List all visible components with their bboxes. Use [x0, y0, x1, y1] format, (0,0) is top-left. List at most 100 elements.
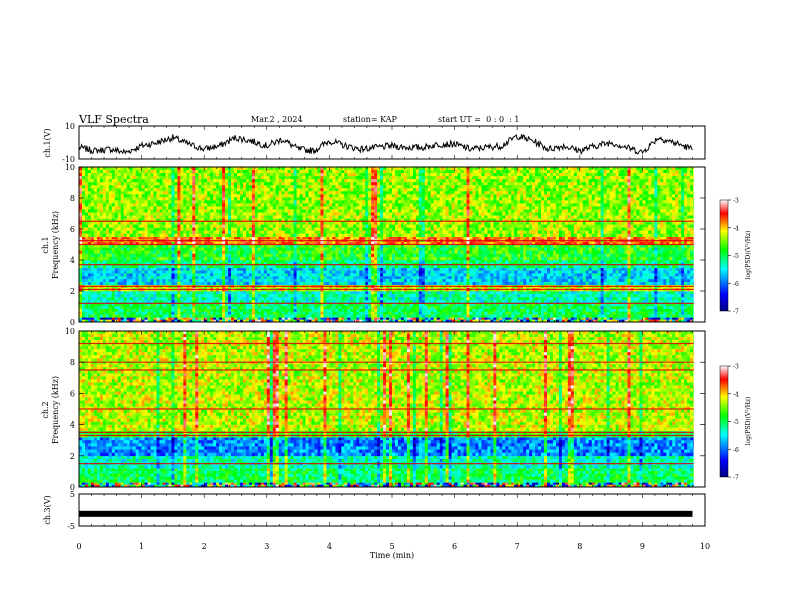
- ch1-spectrogram-cell: [672, 260, 675, 263]
- ch1-spectrogram-cell: [386, 268, 389, 271]
- ch1-spectrogram-cell: [109, 265, 112, 268]
- ch1-spectrogram-cell: [458, 279, 461, 282]
- ch1-spectrogram-cell: [589, 309, 592, 312]
- ch1-spectrogram-cell: [303, 309, 306, 312]
- ch1-spectrogram-cell: [159, 248, 162, 251]
- ch1-spectrogram-cell: [317, 291, 320, 294]
- ch1-spectrogram-cell: [323, 273, 326, 276]
- ch1-spectrogram-cell: [124, 276, 127, 279]
- ch1-spectrogram-cell: [419, 291, 422, 294]
- ch1-spectrogram-cell: [237, 297, 240, 300]
- ch1-spectrogram-cell: [88, 291, 91, 294]
- ch1-spectrogram-cell: [389, 312, 392, 315]
- ch1-spectrogram-cell: [690, 276, 693, 279]
- ch1-spectrogram-cell: [276, 260, 279, 263]
- ch1-spectrogram-cell: [517, 282, 520, 285]
- ch1-spectrogram-cell: [362, 291, 365, 294]
- ch1-spectrogram-cell: [392, 268, 395, 271]
- ch1-spectrogram-cell: [472, 260, 475, 263]
- ch1-spectrogram-cell: [347, 276, 350, 279]
- ch1-spectrogram-cell: [425, 294, 428, 297]
- ch1-spectrogram-cell: [180, 306, 183, 309]
- ch1-spectrogram-cell: [207, 271, 210, 274]
- ch1-spectrogram-cell: [622, 306, 625, 309]
- ch1-spectrogram-cell: [535, 291, 538, 294]
- ch1-spectrogram-cell: [273, 294, 276, 297]
- ch1-spectrogram-cell: [416, 276, 419, 279]
- ch1-spectrogram-cell: [467, 297, 470, 300]
- ch1-spectrogram-cell: [386, 282, 389, 285]
- ch1-spectrogram-cell: [526, 312, 529, 315]
- ch1-spectrogram-cell: [225, 309, 228, 312]
- ch1-spectrogram-cell: [550, 279, 553, 282]
- ch1-spectrogram-cell: [431, 279, 434, 282]
- ch1-spectrogram-cell: [127, 297, 130, 300]
- ch1-spectrogram-cell: [252, 294, 255, 297]
- ch1-spectrogram-cell: [619, 306, 622, 309]
- ch1-spectrogram-cell: [222, 297, 225, 300]
- ch1-spectrogram-cell: [213, 291, 216, 294]
- ch1-spectrogram-cell: [538, 268, 541, 271]
- ch1-spectrogram-cell: [437, 309, 440, 312]
- ch1-spectrogram-cell: [231, 271, 234, 274]
- ch1-spectrogram-cell: [332, 279, 335, 282]
- ch1-spectrogram-cell: [526, 317, 529, 320]
- ch1-spectrogram-cell: [598, 268, 601, 271]
- ch1-spectrogram-cell: [628, 282, 631, 285]
- ch1-spectrogram-cell: [413, 273, 416, 276]
- ch1-spectrogram-cell: [198, 260, 201, 263]
- ch1-spectrogram-cell: [210, 312, 213, 315]
- ch1-spectrogram-cell: [613, 291, 616, 294]
- ch1-spectrogram-cell: [279, 312, 282, 315]
- ch1-spectrogram-cell: [595, 271, 598, 274]
- ch1-spectrogram-cell: [580, 312, 583, 315]
- ch1-spectrogram-cell: [228, 315, 231, 318]
- ch1-spectrogram-cell: [142, 317, 145, 320]
- ch1-spectrogram-cell: [136, 279, 139, 282]
- ch1-spectrogram-cell: [165, 260, 168, 263]
- ch1-spectrogram-cell: [189, 276, 192, 279]
- ch1-spectrogram-cell: [484, 265, 487, 268]
- ch1-spectrogram-cell: [106, 312, 109, 315]
- ch1-spectrogram-cell: [139, 282, 142, 285]
- ch1-spectrogram-cell: [97, 268, 100, 271]
- ch1-spectrogram-cell: [478, 297, 481, 300]
- ch1-spectrogram-cell: [625, 265, 628, 268]
- ch1-spectrogram-cell: [124, 273, 127, 276]
- ch1-spectrogram-cell: [481, 276, 484, 279]
- ch1-spectrogram-cell: [520, 282, 523, 285]
- ch1-spectrogram-cell: [464, 271, 467, 274]
- ch1-spectrogram-cell: [145, 276, 148, 279]
- ch1-spectrogram-cell: [329, 312, 332, 315]
- ch1-spectrogram-cell: [523, 291, 526, 294]
- ch1-spectrogram-cell: [267, 309, 270, 312]
- ch1-spectrogram-cell: [246, 294, 249, 297]
- ch1-spectrogram-cell: [532, 271, 535, 274]
- ch1-spectrogram-cell: [85, 297, 88, 300]
- ch1-spectrogram-cell: [440, 265, 443, 268]
- ch1-spectrogram-cell: [583, 260, 586, 263]
- ch1-spectrogram-cell: [475, 265, 478, 268]
- ch1-spectrogram-cell: [610, 306, 613, 309]
- ch1-spectrogram-cell: [148, 248, 151, 251]
- ch1-spectrogram-cell: [657, 315, 660, 318]
- ch1-spectrogram-cell: [127, 279, 130, 282]
- ch1-spectrogram-cell: [270, 260, 273, 263]
- ch1-spectrogram-cell: [511, 306, 514, 309]
- ch1-spectrogram-cell: [687, 265, 690, 268]
- ch1-spectrogram-cell: [648, 315, 651, 318]
- ch1-spectrogram-cell: [112, 317, 115, 320]
- ch1-spectrogram-cell: [341, 294, 344, 297]
- ch1-spectrogram-cell: [419, 279, 422, 282]
- ch1-spectrogram-cell: [395, 291, 398, 294]
- ch1-spectrogram-cell: [329, 260, 332, 263]
- ch1-spectrogram-cell: [607, 265, 610, 268]
- ch1-spectrogram-cell: [630, 291, 633, 294]
- ch1-spectrogram-cell: [467, 294, 470, 297]
- ch1-spectrogram-cell: [100, 268, 103, 271]
- ch1-spectrogram-cell: [237, 260, 240, 263]
- ch1-spectrogram-cell: [303, 265, 306, 268]
- ch1-spectrogram-cell: [633, 260, 636, 263]
- ch1-spectrogram-cell: [407, 317, 410, 320]
- ch1-spectrogram-cell: [151, 276, 154, 279]
